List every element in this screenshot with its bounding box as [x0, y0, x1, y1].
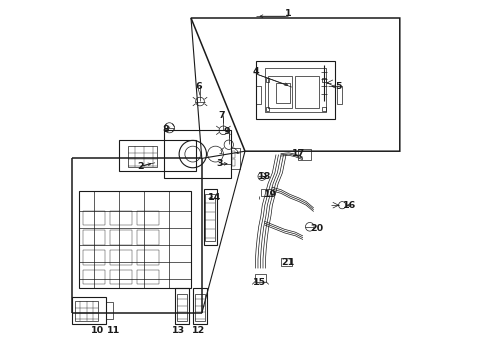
Bar: [106, 302, 113, 319]
Bar: [275, 83, 290, 103]
Text: 17: 17: [293, 149, 306, 158]
Bar: [83, 250, 104, 265]
Text: 10: 10: [91, 326, 104, 335]
Bar: [110, 250, 132, 265]
Text: 15: 15: [253, 278, 266, 287]
Text: 11: 11: [107, 326, 120, 335]
Bar: [83, 211, 104, 225]
Bar: [175, 288, 189, 324]
Text: 9: 9: [224, 127, 230, 136]
Bar: [119, 140, 196, 171]
Bar: [83, 230, 104, 245]
Text: 7: 7: [218, 111, 225, 120]
Bar: [256, 61, 335, 119]
Bar: [83, 270, 104, 284]
Bar: [110, 270, 132, 284]
Bar: [322, 78, 326, 82]
Bar: [195, 294, 205, 321]
Text: 19: 19: [264, 190, 277, 199]
Bar: [137, 250, 159, 265]
Bar: [164, 130, 231, 178]
Bar: [261, 189, 271, 196]
Bar: [337, 86, 342, 104]
Bar: [269, 76, 292, 108]
Text: 14: 14: [208, 194, 221, 202]
Text: 4: 4: [252, 68, 259, 77]
Bar: [322, 107, 326, 111]
Bar: [265, 68, 326, 112]
Bar: [137, 211, 159, 225]
Bar: [231, 148, 240, 169]
Bar: [79, 191, 191, 288]
Bar: [232, 159, 235, 166]
Text: 5: 5: [335, 82, 342, 91]
Bar: [176, 294, 187, 321]
Bar: [137, 230, 159, 245]
Bar: [255, 274, 266, 282]
Text: 18: 18: [258, 172, 271, 181]
Bar: [193, 288, 207, 324]
Bar: [137, 270, 159, 284]
Text: 2: 2: [137, 162, 144, 171]
Bar: [298, 149, 311, 160]
Bar: [281, 258, 292, 266]
Text: 8: 8: [162, 125, 169, 134]
Bar: [266, 78, 269, 82]
Bar: [110, 211, 132, 225]
Bar: [266, 107, 269, 111]
Text: 12: 12: [192, 326, 205, 335]
Bar: [75, 301, 98, 321]
Text: 16: 16: [343, 201, 356, 210]
Bar: [232, 151, 235, 158]
Bar: [256, 86, 261, 104]
Text: 3: 3: [217, 159, 223, 168]
Bar: [72, 297, 106, 324]
Bar: [128, 146, 157, 167]
Text: 21: 21: [282, 258, 295, 267]
Text: 20: 20: [311, 224, 323, 233]
Bar: [205, 194, 215, 241]
Text: 6: 6: [195, 82, 201, 91]
Text: 1: 1: [285, 9, 292, 18]
Text: 13: 13: [172, 326, 185, 335]
Bar: [110, 230, 132, 245]
Bar: [204, 189, 217, 245]
Bar: [295, 76, 319, 108]
